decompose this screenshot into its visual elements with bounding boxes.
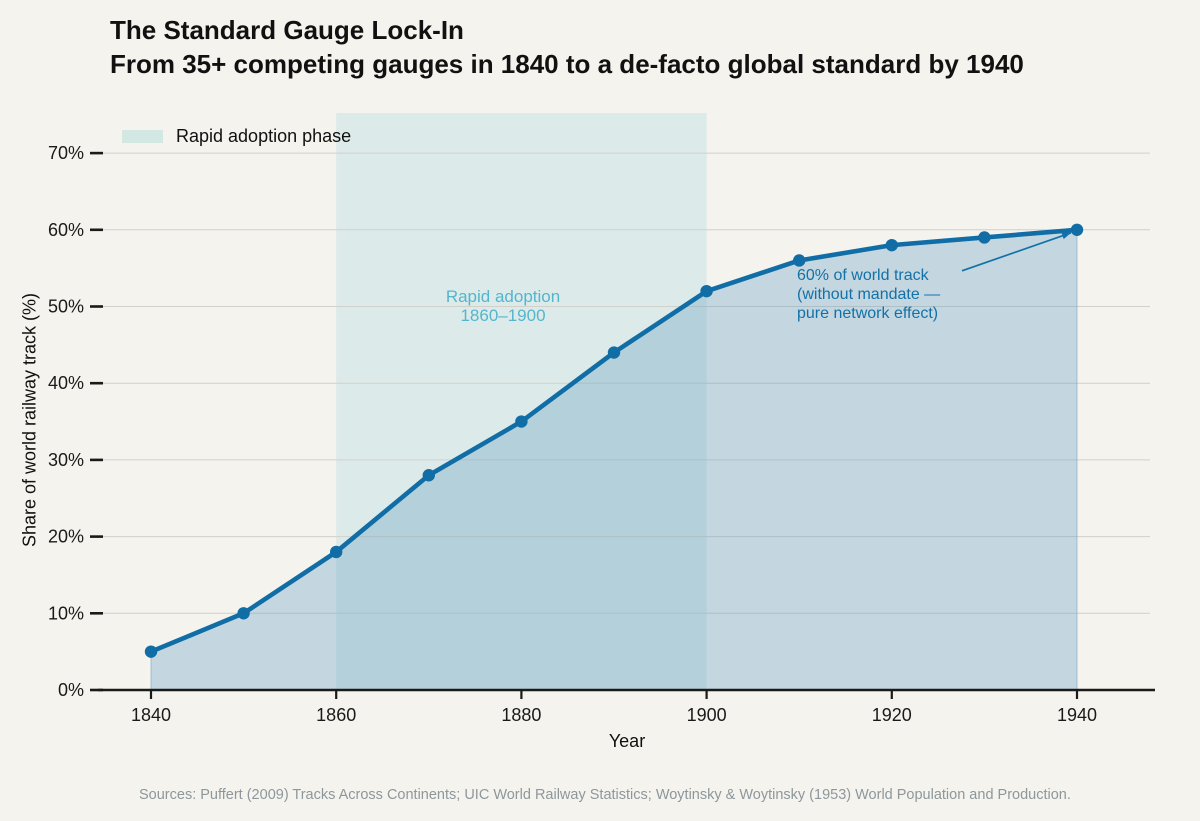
legend: Rapid adoption phase: [122, 126, 351, 147]
y-axis-title: Share of world railway track (%): [19, 292, 40, 548]
annotation-arrow: [961, 231, 1072, 272]
chart-subtitle: From 35+ competing gauges in 1840 to a d…: [110, 49, 1024, 79]
chart-svg: 1840 1860 1880 1900 1920 1940 0% 10% 20% 30% 40% 50…: [48, 113, 1155, 725]
y-tick-label-10: 10%: [48, 603, 84, 623]
data-point-1930: [978, 231, 991, 244]
data-point-1880: [515, 415, 528, 428]
y-tick-label-70: 70%: [48, 143, 84, 163]
x-tick-label-1880: 1880: [501, 705, 541, 725]
legend-swatch-rapid-adoption: [122, 130, 163, 143]
y-tick-label-20: 20%: [48, 527, 84, 547]
x-axis-title: Year: [608, 731, 646, 751]
legend-label: Rapid adoption phase: [176, 126, 352, 146]
x-tick-label-1940: 1940: [1057, 705, 1097, 725]
y-tick-label-50: 50%: [48, 297, 84, 317]
data-point-1870: [422, 469, 435, 482]
data-point-1860: [330, 545, 343, 559]
data-point-1840: [144, 645, 158, 658]
data-point-1850: [237, 607, 250, 620]
y-tick-label-40: 40%: [48, 373, 84, 393]
data-point-1940: [1070, 223, 1084, 236]
data-point-1900: [700, 284, 713, 298]
y-tick-label-60: 60%: [48, 220, 84, 240]
endpoint-annotation: 60% of world track (without mandate — pu…: [797, 267, 941, 322]
band-annotation: Rapid adoption 1860–1900: [445, 287, 561, 325]
x-tick-label-1840: 1840: [131, 705, 171, 725]
chart-title: The Standard Gauge Lock-In: [110, 15, 464, 45]
x-tick-label-1860: 1860: [316, 705, 356, 725]
rapid-adoption-band: [336, 113, 707, 690]
y-tick-label-30: 30%: [48, 450, 84, 470]
data-point-1890: [607, 346, 621, 359]
y-tick-label-0: 0%: [58, 680, 84, 700]
data-point-1910: [793, 254, 806, 267]
x-tick-label-1920: 1920: [872, 705, 912, 725]
source-note: Sources: Puffert (2009) Tracks Across Co…: [139, 787, 1071, 803]
x-tick-label-1900: 1900: [687, 705, 727, 725]
annotation-arrowhead: [1061, 232, 1071, 240]
area-fill: [151, 229, 1077, 691]
data-point-1920: [885, 238, 898, 252]
